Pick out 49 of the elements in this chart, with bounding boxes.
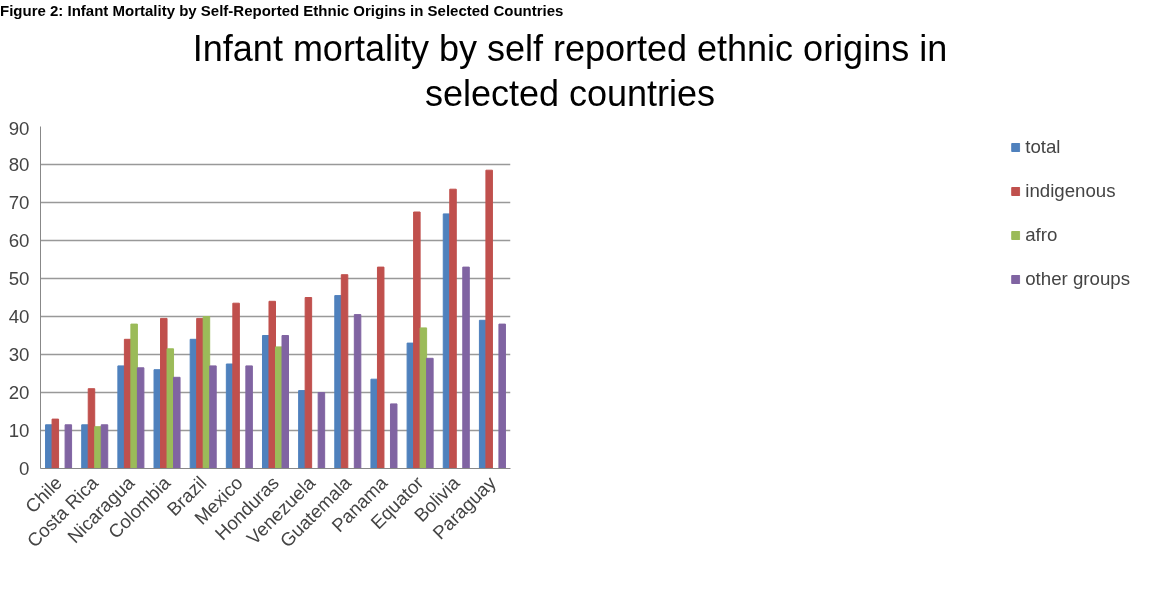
y-tick-label: 50 bbox=[8, 268, 30, 290]
y-tick-label: 10 bbox=[8, 420, 30, 442]
bar bbox=[94, 426, 102, 469]
caption: Figure 2: Infant Mortality by Self-Reported Ethnic Origins in Selected Countries bbox=[0, 1, 564, 21]
bar bbox=[334, 295, 342, 469]
bar bbox=[196, 318, 204, 469]
bar bbox=[173, 377, 181, 469]
legend-label: total bbox=[1025, 136, 1061, 159]
y-tick-label: 70 bbox=[8, 192, 30, 214]
y-tick-label: 80 bbox=[8, 154, 30, 176]
bar bbox=[166, 348, 175, 469]
bar bbox=[406, 343, 415, 469]
bar bbox=[117, 365, 125, 469]
bar bbox=[376, 267, 385, 469]
bar bbox=[353, 314, 362, 469]
bar bbox=[426, 358, 434, 469]
y-tick-label: 90 bbox=[8, 117, 30, 139]
bar bbox=[51, 419, 60, 469]
bar bbox=[130, 324, 138, 469]
bar bbox=[245, 365, 253, 469]
y-tick-label: 20 bbox=[8, 382, 30, 404]
bar bbox=[304, 297, 313, 469]
y-tick-label: 30 bbox=[8, 344, 30, 366]
bar bbox=[81, 424, 89, 469]
bar bbox=[498, 324, 506, 469]
bar bbox=[268, 301, 276, 469]
bar bbox=[209, 365, 217, 469]
bar bbox=[340, 274, 349, 469]
legend-label: other groups bbox=[1025, 268, 1130, 291]
bar bbox=[389, 403, 398, 469]
bar bbox=[232, 303, 240, 469]
legend-label: afro bbox=[1025, 224, 1058, 247]
bar bbox=[413, 211, 421, 469]
chart-title: Infant mortality by self reported ethnic origins in selected countries bbox=[191, 27, 949, 117]
y-tick-label: 0 bbox=[19, 458, 30, 480]
bar bbox=[281, 335, 290, 469]
bar bbox=[462, 267, 470, 469]
y-tick-label: 40 bbox=[8, 306, 30, 328]
bar bbox=[100, 424, 109, 469]
bar bbox=[317, 392, 326, 469]
bar bbox=[153, 369, 162, 469]
bar bbox=[64, 424, 73, 469]
legend-label: indigenous bbox=[1025, 180, 1116, 203]
bar bbox=[449, 189, 457, 469]
bar bbox=[370, 379, 378, 469]
bar bbox=[136, 367, 145, 469]
bar bbox=[485, 170, 493, 469]
bar bbox=[419, 327, 428, 469]
y-tick-label: 60 bbox=[8, 230, 30, 252]
